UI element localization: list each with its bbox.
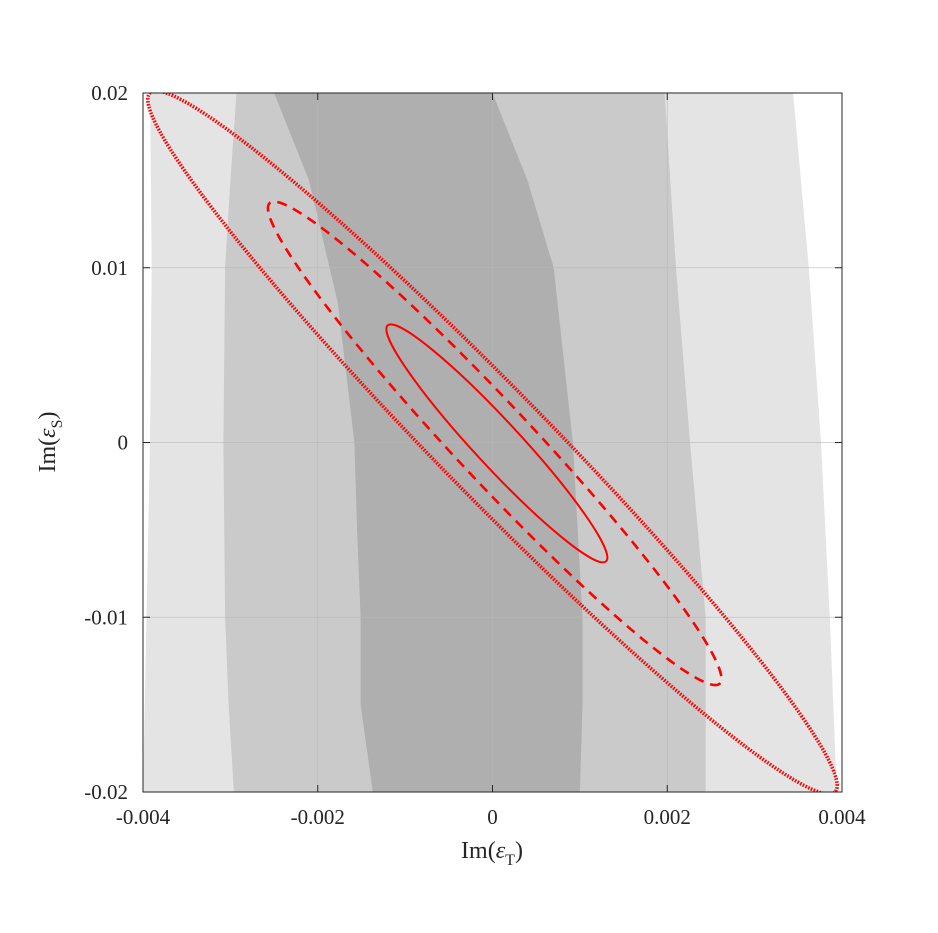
contour-lines [146, 93, 839, 792]
axis-ticks [142, 92, 843, 793]
y-tick-label: 0 [118, 431, 129, 455]
x-tick-label: 0.002 [644, 805, 691, 829]
y-tick-label: -0.02 [84, 780, 128, 804]
y-tick-label: 0.02 [91, 81, 128, 105]
x-tick-label: 0.004 [818, 805, 866, 829]
y-tick-labels: -0.02 -0.01 0 0.01 0.02 [84, 81, 128, 804]
x-tick-label: -0.002 [291, 805, 345, 829]
x-tick-label: -0.004 [116, 805, 171, 829]
x-tick-label: 0 [487, 805, 498, 829]
x-tick-labels: -0.004 -0.002 0 0.002 0.004 [116, 805, 866, 829]
contour-solid [385, 323, 609, 564]
y-axis-label: Im(εS) [35, 411, 66, 472]
contour-dashed [266, 200, 723, 687]
x-axis-label: Im(εT) [461, 838, 523, 869]
y-tick-label: -0.01 [84, 605, 128, 629]
y-tick-label: 0.01 [91, 256, 128, 280]
contour-dotted [146, 93, 839, 792]
